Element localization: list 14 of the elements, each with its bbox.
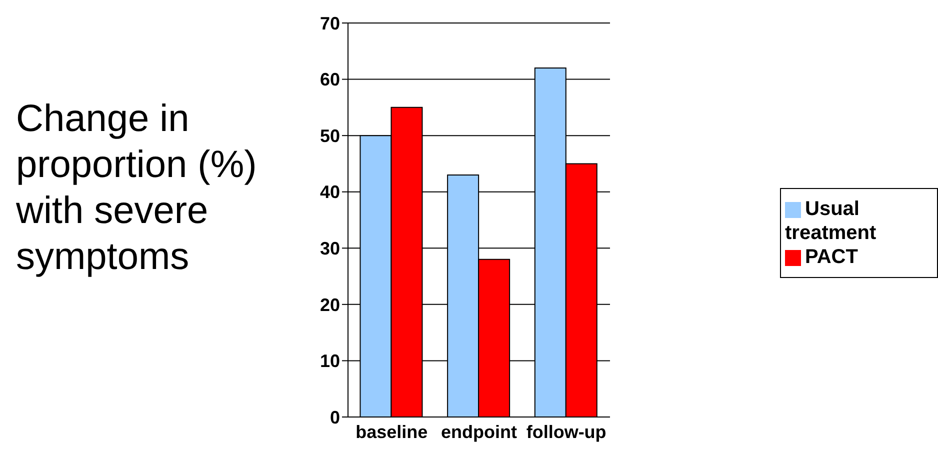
x-tick-label: follow-up [526,422,606,442]
y-tick-label: 40 [320,182,340,202]
x-tick-label: baseline [356,422,428,442]
y-tick-label: 0 [330,407,340,428]
x-tick-label: endpoint [441,422,517,442]
y-tick-label: 30 [320,238,340,259]
legend-label: Usual treatment [785,198,876,244]
legend-label: PACT [805,246,858,268]
y-axis-title: Change in proportion (%) with severe symptoms [16,97,258,280]
y-tick-label: 70 [320,13,340,34]
y-tick-label: 20 [320,294,340,315]
y-tick-label: 50 [320,126,340,146]
y-tick-label: 10 [320,351,340,372]
y-tick-label: 60 [320,70,340,90]
